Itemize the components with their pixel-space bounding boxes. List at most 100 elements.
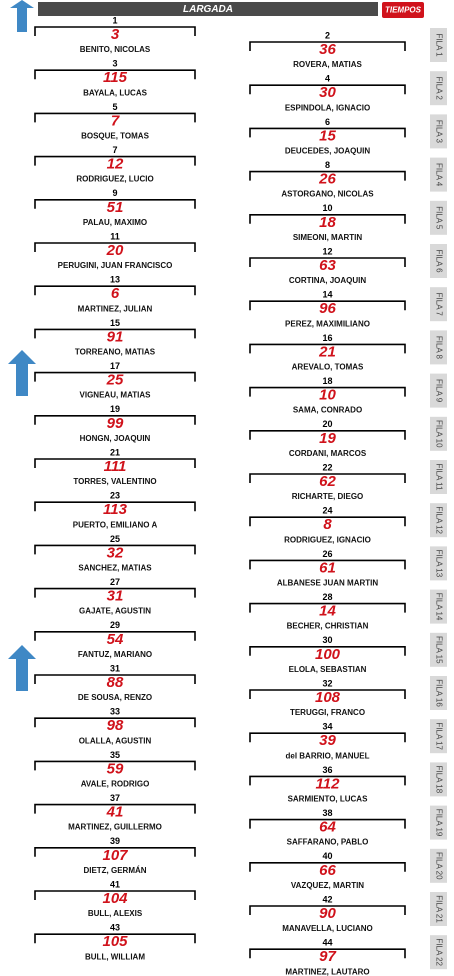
grid-slot: 136 MARTINEZ, JULIAN [34,275,196,313]
grid-slot: 615 DEUCEDES, JOAQUIN [249,117,406,156]
position: 34 [322,722,332,732]
row-box [430,244,447,278]
bracket [34,242,196,252]
bracket [249,775,406,786]
position: 15 [110,318,120,328]
car-number: 25 [106,372,124,389]
car-number: 19 [319,430,336,447]
bracket [34,415,196,425]
driver-name: OLALLA, AGUSTIN [79,736,152,745]
row-label: FILA 15 [434,636,443,664]
row-box [430,892,447,926]
row-box [430,416,447,451]
row-label: FILA 6 [434,249,443,273]
bracket [34,112,196,123]
position: 24 [322,506,332,516]
position: 32 [322,678,332,688]
driver-name: SAFFARANO, PABLO [287,838,369,847]
bracket [249,905,406,915]
position: 42 [322,894,332,904]
row-box [430,546,447,581]
grid-slot: 951 PALAU, MAXIMO [34,188,196,227]
bracket [249,602,406,613]
driver-name: PALAU, MAXIMO [83,218,147,227]
grid-slot: 13 BENITO, NICOLAS [34,15,196,54]
header-bar [38,2,378,16]
row-box [430,805,447,840]
bracket [34,933,196,944]
bracket [249,689,406,699]
row-label: FILA 17 [434,722,443,750]
driver-name: AREVALO, TOMAS [292,363,364,372]
car-number: 54 [107,631,124,648]
car-number: 32 [107,544,124,561]
car-number: 108 [315,689,341,706]
driver-name: RODRIGUEZ, IGNACIO [284,535,371,544]
header-title: LARGADA [183,4,233,15]
car-number: 59 [107,760,124,777]
position: 40 [322,851,332,861]
bracket [249,732,406,743]
row-label: FILA 10 [434,420,443,448]
driver-name: PERUGINI, JUAN FRANCISCO [58,261,173,270]
driver-name: MARTINEZ, JULIAN [78,304,153,313]
bracket [249,386,406,397]
driver-name: BULL, WILLIAM [85,952,145,961]
position: 29 [110,620,120,630]
car-number: 36 [319,41,336,58]
driver-name: PUERTO, EMILIANO A [73,520,158,529]
driver-name: BENITO, NICOLAS [80,45,151,54]
position: 6 [325,117,330,127]
position: 9 [112,188,117,198]
car-number: 20 [106,242,124,259]
arrow [10,0,34,32]
position: 35 [110,750,120,760]
row-label: FILA 12 [434,506,443,534]
grid-slot: 57 BOSQUE, TOMAS [34,102,196,141]
position: 31 [110,663,120,673]
row-box [430,762,447,797]
driver-name: AVALE, RODRIGO [81,780,150,789]
car-number: 10 [319,387,336,404]
car-number: 100 [315,646,341,663]
position: 33 [110,707,120,717]
row-box [430,935,447,970]
bracket [34,155,196,166]
position: 3 [112,59,117,69]
position: 43 [110,923,120,933]
bracket [34,760,196,771]
bracket [34,847,196,857]
row-box [430,157,447,192]
driver-name: CORTINA, JOAQUIN [289,276,367,285]
position: 18 [322,376,332,386]
driver-name: RICHARTE, DIEGO [292,492,364,501]
row-box [430,503,447,538]
car-number: 3 [111,26,120,43]
bracket [34,69,196,80]
driver-name: ELOLA, SEBASTIAN [289,665,367,674]
car-number: 63 [319,257,336,274]
row-label: FILA 3 [434,120,443,144]
bracket [249,818,406,829]
position: 22 [322,462,332,472]
row-box [430,28,447,62]
row-label: FILA 1 [434,33,443,57]
driver-name: PEREZ, MAXIMILIANO [285,319,370,328]
row-label: FILA 16 [434,679,443,707]
position: 20 [322,419,332,429]
position: 12 [322,246,332,256]
row-box [430,676,447,710]
driver-name: SARMIENTO, LUCAS [288,795,369,804]
driver-name: TORRES, VALENTINO [73,477,156,486]
car-number: 99 [107,415,124,432]
row-label: FILA 19 [434,809,443,837]
